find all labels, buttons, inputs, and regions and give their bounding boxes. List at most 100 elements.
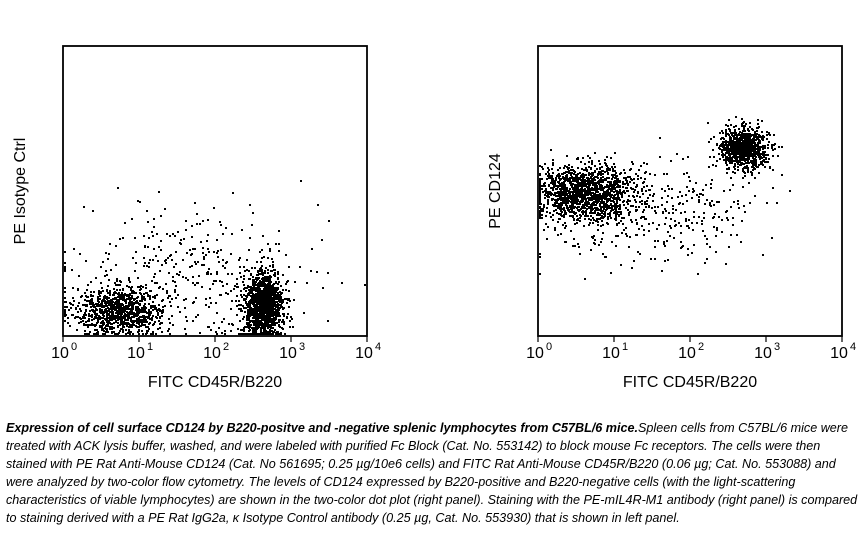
left-event-dot — [114, 318, 116, 320]
left-event-dot — [278, 321, 280, 323]
left-event-dot — [127, 312, 129, 314]
left-event-dot — [266, 312, 268, 314]
right-event-dot — [571, 215, 573, 217]
right-event-dot — [630, 205, 632, 207]
left-event-dot — [111, 323, 113, 325]
left-event-dot — [223, 318, 225, 320]
left-event-dot — [263, 331, 265, 333]
left-event-dot — [113, 294, 115, 296]
left-event-dot — [249, 237, 251, 239]
right-event-dot — [585, 212, 587, 214]
right-event-dot — [641, 225, 643, 227]
right-event-dot — [616, 200, 618, 202]
left-event-dot — [209, 288, 211, 290]
left-event-dot — [73, 248, 75, 250]
right-event-dot — [625, 187, 627, 189]
right-event-dot — [756, 136, 758, 138]
right-event-dot — [741, 123, 743, 125]
left-event-dot — [154, 297, 156, 299]
right-event-dot — [620, 211, 622, 213]
right-event-dot — [557, 207, 559, 209]
left-x-tick-label: 10 — [279, 345, 297, 362]
left-event-dot — [113, 322, 115, 324]
left-event-dot — [79, 317, 81, 319]
left-event-dot — [189, 266, 191, 268]
left-event-dot — [237, 328, 239, 330]
right-event-dot — [778, 146, 780, 148]
right-event-dot — [740, 142, 742, 144]
right-event-dot — [625, 177, 627, 179]
right-event-dot — [752, 138, 754, 140]
right-event-dot — [584, 163, 586, 165]
left-event-dot — [145, 287, 147, 289]
left-event-dot — [256, 298, 258, 300]
left-event-dot — [224, 330, 226, 332]
left-event-dot — [249, 305, 251, 307]
left-event-dot — [207, 234, 209, 236]
right-event-dot — [574, 184, 576, 186]
left-event-dot — [201, 264, 203, 266]
right-event-dot — [566, 155, 568, 157]
left-event-dot — [246, 269, 248, 271]
right-event-dot — [722, 132, 724, 134]
left-event-dot — [103, 330, 105, 332]
right-event-dot — [751, 172, 753, 174]
right-event-dot — [712, 149, 714, 151]
right-event-dot — [612, 168, 614, 170]
right-event-dot — [689, 180, 691, 182]
right-event-dot — [747, 129, 749, 131]
right-event-dot — [759, 157, 761, 159]
right-event-dot — [753, 148, 755, 150]
right-event-dot — [736, 234, 738, 236]
right-event-dot — [591, 199, 593, 201]
left-event-dot — [64, 268, 66, 270]
left-event-dot — [186, 320, 188, 322]
left-event-dot — [267, 297, 269, 299]
left-event-dot — [250, 324, 252, 326]
right-event-dot — [574, 200, 576, 202]
right-event-dot — [758, 136, 760, 138]
left-event-dot — [95, 308, 97, 310]
left-event-dot — [105, 325, 107, 327]
right-event-dot — [753, 152, 755, 154]
left-event-dot — [252, 284, 254, 286]
right-event-dot — [616, 224, 618, 226]
right-event-dot — [583, 206, 585, 208]
right-event-dot — [720, 145, 722, 147]
right-event-dot — [595, 201, 597, 203]
right-event-dot — [725, 133, 727, 135]
left-event-dot — [199, 223, 201, 225]
right-event-dot — [578, 206, 580, 208]
left-event-dot — [268, 314, 270, 316]
left-event-dot — [238, 333, 240, 335]
right-event-dot — [607, 181, 609, 183]
right-event-dot — [638, 228, 640, 230]
right-event-dot — [604, 178, 606, 180]
right-event-dot — [696, 194, 698, 196]
left-event-dot — [279, 319, 281, 321]
left-event-dot — [242, 305, 244, 307]
left-event-dot — [137, 331, 139, 333]
left-event-dot — [267, 269, 269, 271]
right-event-dot — [596, 214, 598, 216]
left-event-dot — [126, 325, 128, 327]
left-event-dot — [84, 292, 86, 294]
right-event-dot — [713, 156, 715, 158]
right-event-dot — [608, 177, 610, 179]
left-event-dot — [246, 319, 248, 321]
left-event-dot — [143, 315, 145, 317]
left-event-dot — [191, 265, 193, 267]
left-event-dot — [227, 293, 229, 295]
left-event-dot — [137, 286, 139, 288]
right-event-dot — [622, 186, 624, 188]
left-event-dot — [208, 268, 210, 270]
left-event-dot — [252, 299, 254, 301]
left-event-dot — [221, 321, 223, 323]
right-event-dot — [758, 149, 760, 151]
left-event-dot — [174, 289, 176, 291]
right-event-dot — [747, 169, 749, 171]
left-event-dot — [327, 320, 329, 322]
right-event-dot — [752, 157, 754, 159]
right-event-dot — [716, 143, 718, 145]
left-event-dot — [194, 202, 196, 204]
